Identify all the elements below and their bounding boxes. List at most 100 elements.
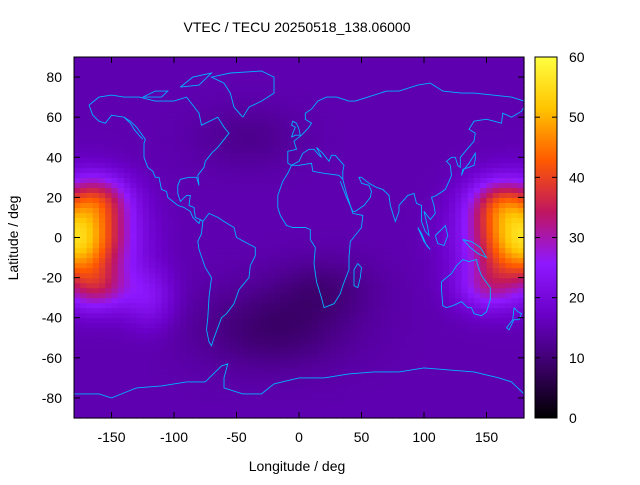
heatmap-cell [305,272,313,279]
heatmap-cell [455,157,463,163]
heatmap-cell [280,87,288,93]
heatmap-cell [180,187,188,193]
heatmap-cell [311,122,319,128]
heatmap-cell [80,372,88,379]
heatmap-cell [192,377,200,384]
heatmap-cell [386,77,394,83]
heatmap-cell [317,257,325,264]
heatmap-cell [130,82,138,88]
heatmap-cell [111,97,119,103]
heatmap-cell [205,67,213,73]
heatmap-cell [355,162,363,168]
heatmap-cell [311,302,319,309]
heatmap-cell [267,142,275,148]
heatmap-cell [480,217,488,224]
heatmap-cell [224,157,231,163]
heatmap-cell [155,72,163,78]
heatmap-cell [149,152,156,158]
heatmap-cell [461,392,469,399]
heatmap-cell [411,112,419,118]
heatmap-cell [392,402,400,409]
heatmap-cell [180,72,188,78]
heatmap-cell [136,142,144,148]
heatmap-cell [424,132,431,138]
heatmap-cell [167,232,175,239]
heatmap-cell [99,277,106,284]
heatmap-cell [517,82,525,88]
heatmap-cell [324,302,331,309]
heatmap-cell [124,232,131,239]
heatmap-cell [155,372,163,379]
heatmap-cell [405,272,413,279]
heatmap-cell [86,97,94,103]
heatmap-cell [505,182,513,188]
heatmap-cell [180,387,188,394]
heatmap-cell [80,102,88,108]
heatmap-cell [174,232,181,239]
heatmap-cell [505,222,513,229]
heatmap-cell [142,372,150,379]
heatmap-cell [405,247,413,254]
heatmap-cell [517,157,525,163]
heatmap-cell [480,182,488,188]
heatmap-cell [517,72,525,78]
heatmap-cell [324,312,331,319]
heatmap-cell [305,327,313,334]
heatmap-cell [399,247,406,254]
heatmap-cell [417,122,425,128]
heatmap-cell [499,127,506,133]
heatmap-cell [74,402,81,409]
heatmap-cell [305,107,313,113]
heatmap-cell [174,282,181,289]
heatmap-cell [136,262,144,269]
heatmap-cell [486,277,494,284]
heatmap-cell [311,377,319,384]
heatmap-cell [255,167,263,173]
heatmap-cell [205,317,213,324]
heatmap-cell [430,247,438,254]
heatmap-cell [311,387,319,394]
heatmap-cell [161,397,169,404]
heatmap-cell [399,77,406,83]
heatmap-cell [130,152,138,158]
heatmap-cell [224,392,231,399]
heatmap-cell [280,242,288,249]
heatmap-cell [417,252,425,259]
heatmap-cell [161,107,169,113]
heatmap-cell [467,407,475,414]
heatmap-cell [436,362,444,369]
heatmap-cell [499,177,506,183]
heatmap-cell [280,282,288,289]
heatmap-cell [186,352,194,359]
heatmap-cell [142,102,150,108]
heatmap-cell [386,222,394,229]
heatmap-cell [455,97,463,103]
heatmap-cell [330,112,338,118]
heatmap-cell [136,177,144,183]
heatmap-cell [355,317,363,324]
heatmap-cell [117,407,125,414]
heatmap-cell [430,352,438,359]
heatmap-cell [392,152,400,158]
heatmap-cell [399,397,406,404]
heatmap-cell [474,367,481,374]
heatmap-cell [417,132,425,138]
heatmap-cell [499,222,506,229]
heatmap-cell [486,307,494,314]
heatmap-cell [517,242,525,249]
heatmap-cell [224,237,231,244]
heatmap-cell [74,102,81,108]
heatmap-cell [399,72,406,78]
heatmap-cell [292,332,300,339]
heatmap-cell [517,282,525,289]
heatmap-cell [230,392,238,399]
heatmap-cell [205,227,213,234]
heatmap-cell [117,167,125,173]
heatmap-cell [161,222,169,229]
heatmap-cell [392,407,400,414]
heatmap-cell [249,382,256,389]
heatmap-cell [305,87,313,93]
heatmap-cell [174,322,181,329]
heatmap-cell [474,127,481,133]
heatmap-cell [249,237,256,244]
